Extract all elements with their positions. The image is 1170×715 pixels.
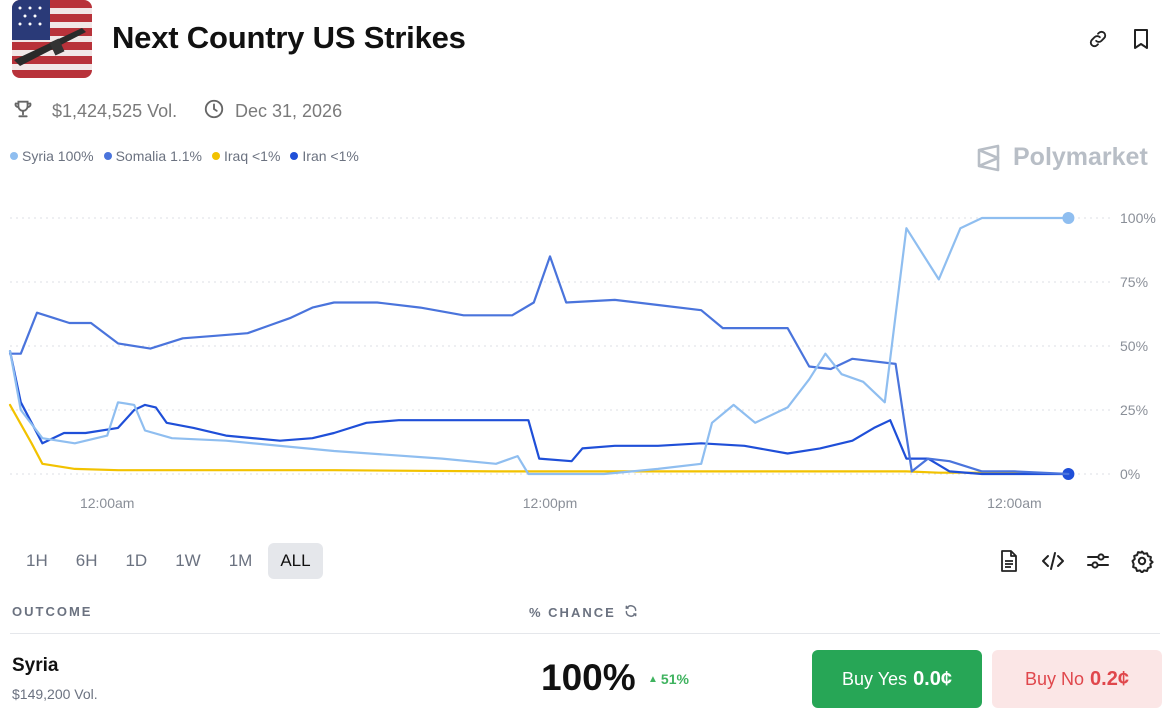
- document-icon[interactable]: [996, 548, 1022, 574]
- buy-no-button[interactable]: Buy No 0.2¢: [992, 650, 1162, 708]
- link-icon[interactable]: [1085, 26, 1111, 52]
- time-range-6h[interactable]: 6H: [75, 551, 98, 570]
- y-tick-label: 50%: [1120, 338, 1148, 354]
- legend-dot: [211, 152, 220, 160]
- volume-text: $1,424,525 Vol.: [52, 101, 178, 121]
- series-line-iraq: [8, 403, 1070, 476]
- market-end-date: Dec 31, 2026: [203, 98, 342, 125]
- series-line-syria: [8, 216, 1070, 476]
- market-thumbnail: [12, 0, 92, 78]
- outcome-name[interactable]: Syria: [12, 655, 59, 676]
- time-range-1d[interactable]: 1D: [125, 551, 148, 570]
- x-tick-label: 12:00am: [80, 495, 134, 511]
- chance-header-label: % CHANCE: [529, 605, 616, 620]
- y-tick-label: 100%: [1120, 210, 1156, 226]
- time-range-1m[interactable]: 1M: [228, 551, 253, 570]
- bookmark-icon[interactable]: [1128, 26, 1154, 52]
- x-tick-label: 12:00am: [987, 495, 1041, 511]
- legend-dot: [290, 152, 299, 160]
- sliders-icon[interactable]: [1085, 548, 1111, 574]
- outcomes-divider: [10, 633, 1160, 634]
- series-line-iran: [8, 350, 1070, 476]
- legend-label: Syria 100%: [22, 148, 94, 164]
- end-date-text: Dec 31, 2026: [235, 101, 343, 121]
- legend-item: Somalia 1.1%: [103, 148, 202, 164]
- buy-yes-label: Buy Yes: [842, 668, 908, 689]
- outcome-volume: $149,200 Vol.: [12, 686, 98, 702]
- legend-item: Iran <1%: [290, 148, 359, 164]
- time-range-selector: 1H 6H 1D 1W 1M ALL: [14, 543, 323, 579]
- market-title: Next Country US Strikes: [112, 20, 466, 55]
- buy-no-label: Buy No: [1025, 668, 1085, 689]
- legend-label: Iran <1%: [302, 148, 359, 164]
- gear-icon[interactable]: [1129, 548, 1155, 574]
- y-tick-label: 0%: [1120, 466, 1140, 482]
- brand-name: Polymarket: [1013, 143, 1148, 171]
- chart-legend: Syria 100% Somalia 1.1% Iraq <1% Iran <1%: [10, 148, 359, 164]
- y-tick-label: 25%: [1120, 402, 1148, 418]
- polymarket-logo: Polymarket: [975, 143, 1148, 172]
- price-chart[interactable]: 100% 75% 50% 25% 0% 12:00am 12:00pm 12:00am: [0, 190, 1170, 520]
- buy-yes-button[interactable]: Buy Yes 0.0¢: [812, 650, 982, 708]
- legend-label: Somalia 1.1%: [115, 148, 202, 164]
- buy-no-price: 0.2¢: [1090, 667, 1129, 690]
- series-end-marker-syria: [1062, 212, 1075, 224]
- time-range-1h[interactable]: 1H: [26, 551, 48, 570]
- clock-icon: [203, 98, 225, 125]
- chance-column-header: % CHANCE: [529, 604, 638, 621]
- outcome-header-label: OUTCOME: [12, 604, 93, 619]
- code-icon[interactable]: [1040, 548, 1066, 574]
- legend-item: Iraq <1%: [211, 148, 281, 164]
- time-range-all[interactable]: ALL: [268, 543, 323, 579]
- chance-change-value: 51%: [660, 671, 689, 687]
- series-line-somalia: [8, 255, 1070, 476]
- outcome-chance: 100%: [541, 657, 636, 698]
- legend-item: Syria 100%: [10, 148, 94, 164]
- outcome-column-header: OUTCOME: [12, 604, 92, 619]
- triangle-up-icon: ▲: [648, 673, 658, 685]
- trophy-icon: [12, 98, 34, 125]
- time-range-1w[interactable]: 1W: [175, 551, 201, 570]
- refresh-icon[interactable]: [624, 604, 638, 621]
- y-tick-label: 75%: [1120, 274, 1148, 290]
- buy-yes-price: 0.0¢: [913, 667, 952, 690]
- legend-label: Iraq <1%: [223, 148, 281, 164]
- legend-dot: [10, 152, 18, 160]
- x-tick-label: 12:00pm: [523, 495, 577, 511]
- chance-change: ▲ 51%: [648, 671, 689, 687]
- market-volume: $1,424,525 Vol.: [12, 98, 177, 125]
- legend-dot: [103, 152, 112, 160]
